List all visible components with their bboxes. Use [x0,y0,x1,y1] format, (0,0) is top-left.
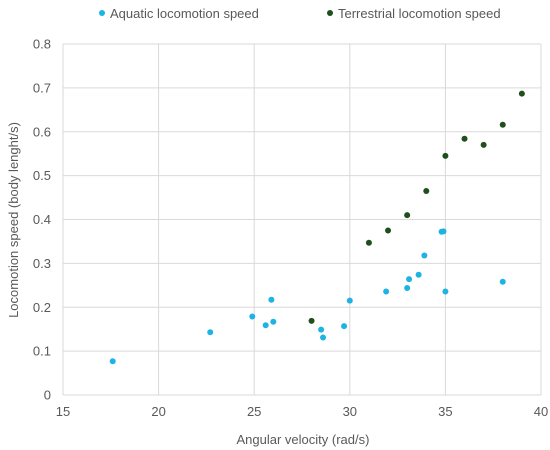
y-tick-label: 0 [44,388,51,403]
y-tick-label: 0.7 [33,80,51,95]
data-point [270,318,277,325]
data-point [406,276,413,283]
x-tick-label: 15 [56,404,70,419]
data-point [262,322,269,329]
data-point [442,152,449,159]
x-tick-label: 25 [247,404,261,419]
data-point [404,284,411,291]
x-axis-title: Angular velocity (rad/s) [237,432,370,447]
y-axis-title: Locomotion speed (body lenght/s) [6,122,21,318]
y-tick-label: 0.1 [33,344,51,359]
x-tick-label: 20 [151,404,165,419]
y-tick-label: 0.2 [33,300,51,315]
legend-marker [99,10,105,16]
x-tick-label: 40 [534,404,548,419]
data-point [249,313,256,320]
data-point [518,90,525,97]
data-point [442,288,449,295]
data-point [499,121,506,128]
x-tick-label: 35 [438,404,452,419]
y-tick-labels: 0 0.1 0.2 0.3 0.4 0.5 0.6 0.7 0.8 [33,37,51,403]
y-tick-label: 0.3 [33,256,51,271]
data-point [480,141,487,148]
x-tick-label: 30 [343,404,357,419]
data-point [318,326,325,333]
series-terrestrial [308,90,525,324]
legend-label: Terrestrial locomotion speed [338,6,501,21]
data-point [308,317,315,324]
data-point [415,271,422,278]
y-tick-label: 0.6 [33,124,51,139]
y-tick-label: 0.4 [33,212,51,227]
data-point [365,239,372,246]
data-point [404,212,411,219]
y-tick-label: 0.5 [33,168,51,183]
gridlines [62,43,542,396]
data-point [346,297,353,304]
data-point [423,187,430,194]
data-point [341,323,348,330]
data-point [461,135,468,142]
data-point [421,252,428,259]
data-point [268,296,275,303]
legend-marker [327,10,333,16]
legend: Aquatic locomotion speed Terrestrial loco… [99,6,501,21]
data-point [385,227,392,234]
data-point [109,358,116,365]
data-point [320,334,327,341]
legend-label: Aquatic locomotion speed [110,6,259,21]
data-point [440,228,447,235]
y-tick-label: 0.8 [33,37,51,52]
data-point [207,329,214,336]
data-point [499,278,506,285]
data-point [383,288,390,295]
series-aquatic [109,228,506,365]
x-tick-labels: 15 20 25 30 35 40 [56,404,548,419]
data-points [109,90,525,365]
